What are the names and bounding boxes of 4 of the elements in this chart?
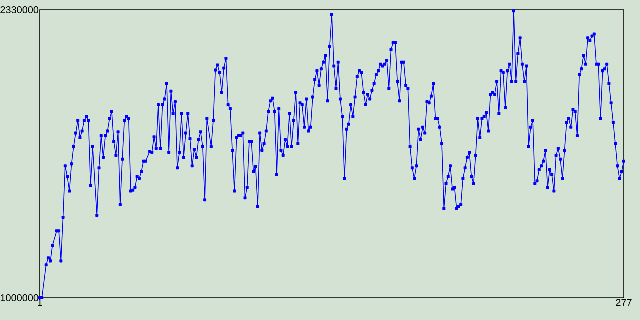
y-tick-label: 1000000 [0,294,39,302]
y-tick-label: 2330000 [0,6,39,14]
x-tick-label: 1 [38,299,42,306]
x-tick-label: 277 [616,299,632,306]
